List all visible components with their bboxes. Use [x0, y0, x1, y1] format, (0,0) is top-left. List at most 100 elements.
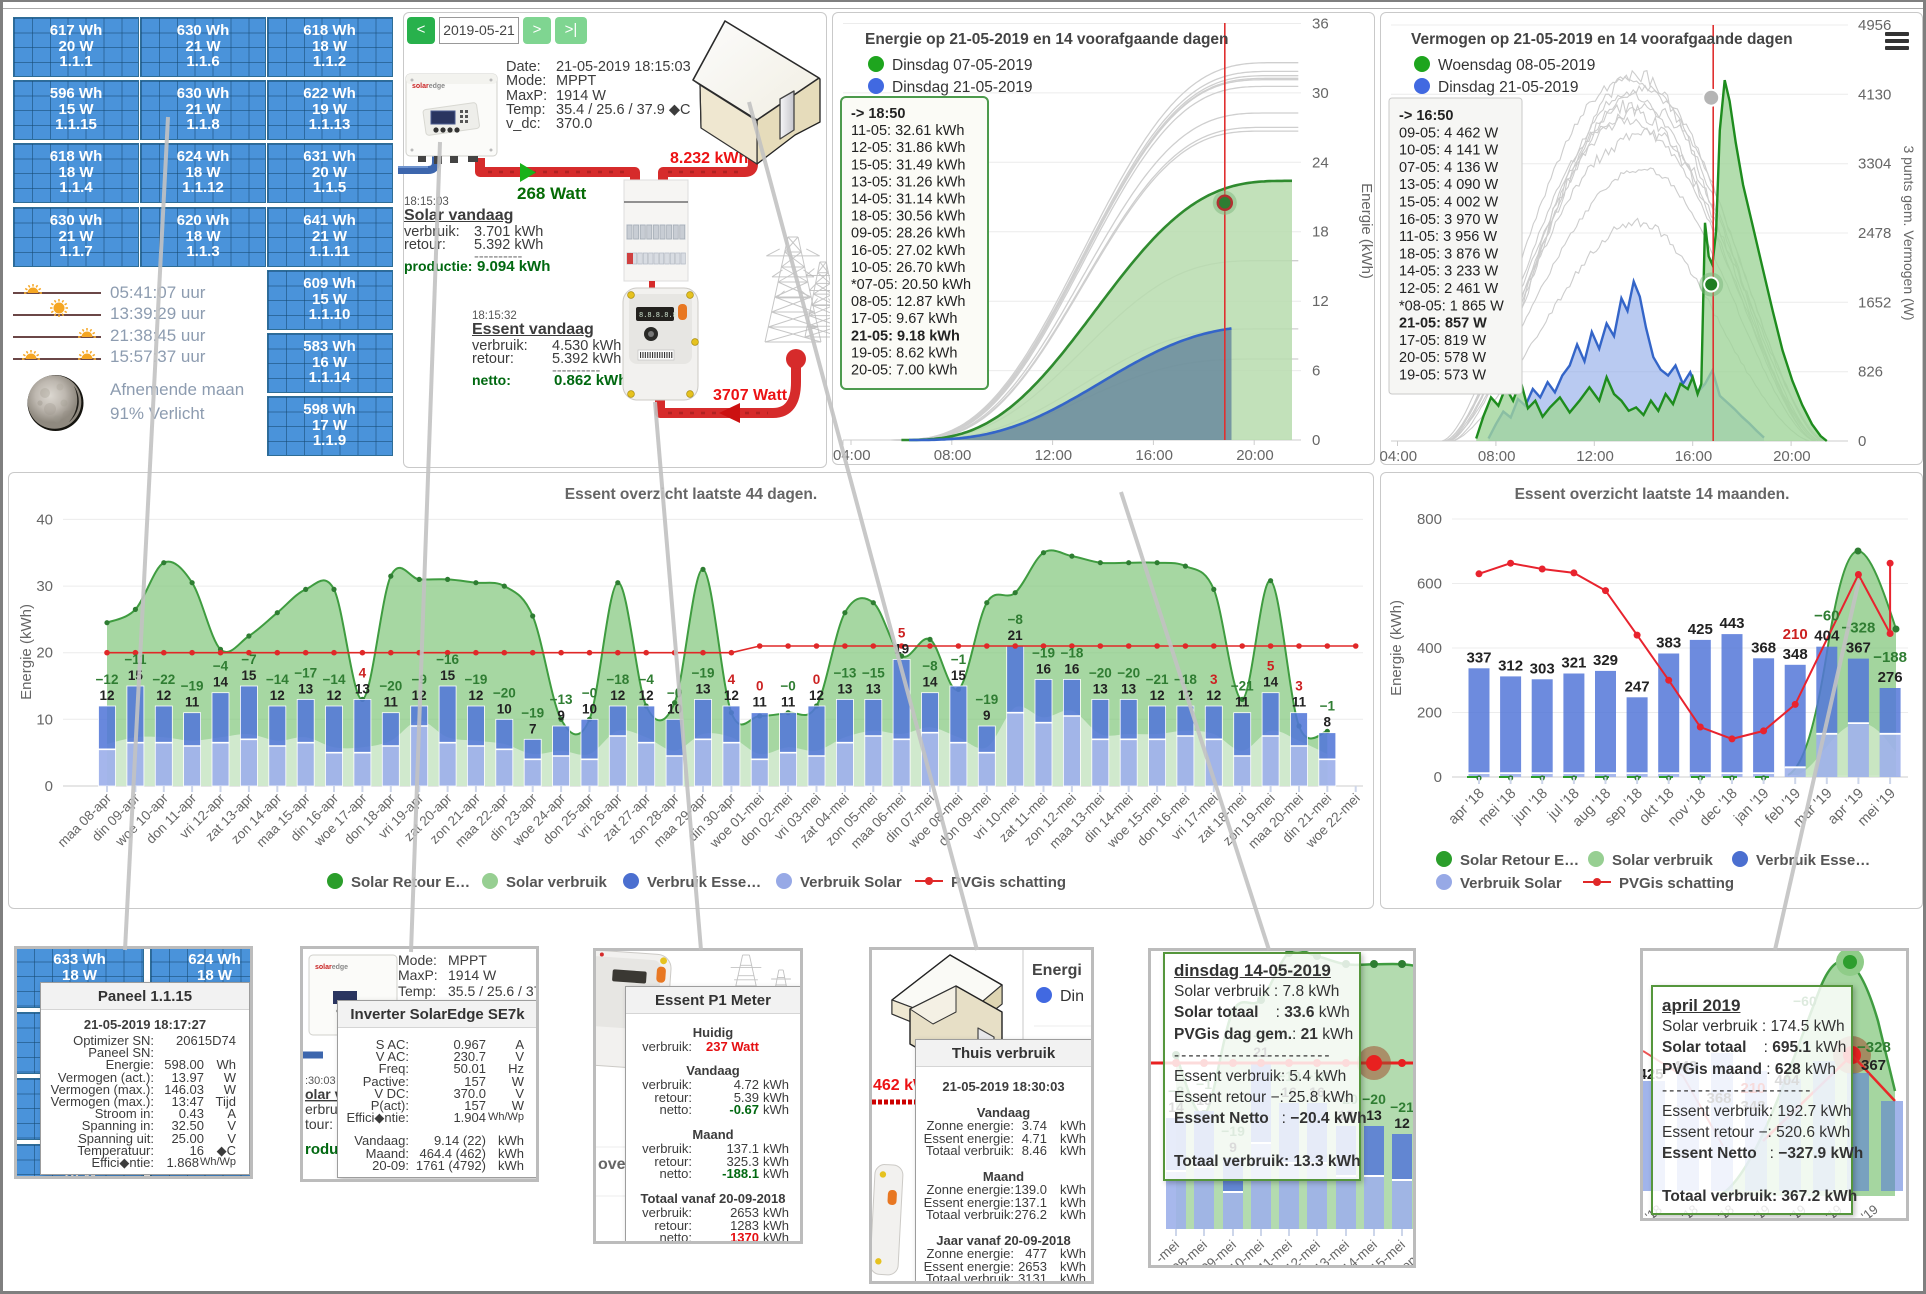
- svg-text:321: 321: [1561, 655, 1586, 672]
- svg-text:19: 19: [894, 641, 909, 656]
- svg-text:07-05: 4 136 W: 07-05: 4 136 W: [1399, 160, 1498, 176]
- svg-text:8: 8: [1324, 715, 1332, 730]
- svg-text:0: 0: [1858, 433, 1866, 450]
- svg-text:210: 210: [1783, 626, 1808, 643]
- svg-text:276: 276: [1878, 669, 1903, 686]
- svg-text:312: 312: [1498, 657, 1523, 674]
- svg-text:12-05: 2 461 W: 12-05: 2 461 W: [1399, 281, 1498, 297]
- svg-text:04:00: 04:00: [833, 447, 871, 464]
- svg-text:15: 15: [440, 668, 456, 683]
- svg-text:Solar Retour E…: Solar Retour E…: [1460, 852, 1579, 869]
- svg-text:11: 11: [1292, 695, 1307, 710]
- svg-text:jun '18: jun '18: [1509, 786, 1551, 828]
- svg-text:−8: −8: [1007, 612, 1023, 627]
- svg-text:21-05: 857 W: 21-05: 857 W: [1399, 316, 1487, 332]
- svg-text:20-05: 578 W: 20-05: 578 W: [1399, 350, 1486, 366]
- svg-text:826: 826: [1858, 364, 1883, 381]
- svg-text:08:00: 08:00: [934, 447, 972, 464]
- svg-text:−0: −0: [582, 685, 597, 700]
- svg-text:16-05: 3 970 W: 16-05: 3 970 W: [1399, 212, 1498, 228]
- svg-text:08-05: 12.87 kWh: 08-05: 12.87 kWh: [851, 294, 965, 310]
- svg-text:12: 12: [412, 688, 427, 703]
- svg-text:4130: 4130: [1858, 86, 1891, 103]
- svg-text:0: 0: [45, 778, 53, 795]
- svg-text:−328: −328: [1842, 620, 1876, 637]
- svg-text:−188: −188: [1873, 649, 1907, 666]
- svg-text:18: 18: [1312, 224, 1329, 241]
- svg-text:Energie (kWh): Energie (kWh): [1388, 600, 1405, 696]
- svg-text:0: 0: [1312, 432, 1320, 449]
- svg-text:−13: −13: [550, 692, 573, 707]
- svg-text:12: 12: [610, 688, 625, 703]
- svg-text:13: 13: [298, 681, 314, 696]
- svg-text:Vermogen op 21-05-2019 en 14 v: Vermogen op 21-05-2019 en 14 voorafgaand…: [1411, 31, 1793, 48]
- svg-text:solaredge: solaredge: [315, 964, 348, 971]
- svg-text:−19: −19: [181, 679, 204, 694]
- svg-text:-> 16:50: -> 16:50: [1399, 108, 1453, 124]
- svg-text:4956: 4956: [1858, 17, 1891, 34]
- svg-text:367: 367: [1846, 640, 1871, 657]
- svg-text:17-05: 819 W: 17-05: 819 W: [1399, 333, 1486, 349]
- svg-text:0: 0: [756, 679, 764, 694]
- svg-text:11: 11: [781, 695, 796, 710]
- svg-text:Verbruik Esse…: Verbruik Esse…: [1756, 852, 1870, 869]
- svg-text:−21: −21: [1146, 672, 1169, 687]
- svg-text:11-05: 32.61 kWh: 11-05: 32.61 kWh: [851, 123, 964, 139]
- svg-text:*07-05: 20.50 kWh: *07-05: 20.50 kWh: [851, 277, 971, 293]
- svg-text:35.5 / 25.6 / 37.9: 35.5 / 25.6 / 37.9: [448, 983, 539, 999]
- svg-text:−20: −20: [1089, 665, 1112, 680]
- svg-text:10-05: 26.70 kWh: 10-05: 26.70 kWh: [851, 260, 965, 276]
- svg-text:16: 16: [1036, 661, 1052, 676]
- svg-text:Dinsdag 21-05-2019: Dinsdag 21-05-2019: [1438, 79, 1578, 96]
- svg-text:−18: −18: [1174, 672, 1197, 687]
- svg-text:Solar Retour E…: Solar Retour E…: [351, 874, 470, 891]
- svg-text:−19: −19: [521, 705, 544, 720]
- svg-text:10: 10: [582, 701, 597, 716]
- svg-text:367: 367: [1861, 1057, 1886, 1074]
- svg-text:−328: −328: [1857, 1039, 1891, 1056]
- svg-text:Dinsdag 07-05-2019: Dinsdag 07-05-2019: [892, 57, 1032, 74]
- svg-text:Solar verbruik: Solar verbruik: [1612, 852, 1714, 869]
- svg-text:−20: −20: [493, 685, 516, 700]
- svg-text:Energie (kWh): Energie (kWh): [18, 604, 35, 700]
- svg-text:30: 30: [1312, 85, 1329, 102]
- svg-text:7: 7: [529, 721, 537, 736]
- svg-text:800: 800: [1417, 511, 1442, 528]
- svg-text:17-05: 9.67 kWh: 17-05: 9.67 kWh: [851, 311, 957, 327]
- svg-text:337: 337: [1466, 649, 1491, 666]
- svg-text:−22: −22: [152, 672, 175, 687]
- svg-text:247: 247: [1625, 678, 1650, 695]
- svg-text:−17: −17: [294, 665, 317, 680]
- svg-text:13: 13: [1093, 681, 1109, 696]
- svg-text:Energi: Energi: [1032, 962, 1082, 979]
- svg-text:−15: −15: [862, 665, 885, 680]
- svg-text:3: 3: [1295, 679, 1303, 694]
- svg-text:−7: −7: [241, 652, 256, 667]
- svg-text:12:00: 12:00: [1035, 447, 1073, 464]
- svg-text:11: 11: [384, 695, 399, 710]
- svg-text:12: 12: [1394, 1115, 1410, 1131]
- svg-text:20: 20: [36, 645, 53, 662]
- svg-text:400: 400: [1417, 640, 1442, 657]
- svg-text:13-05: 4 090 W: 13-05: 4 090 W: [1399, 177, 1498, 193]
- svg-text:20:00: 20:00: [1773, 448, 1811, 465]
- svg-text:12: 12: [724, 688, 739, 703]
- svg-text:PVGis schatting: PVGis schatting: [951, 874, 1066, 891]
- svg-text:Din: Din: [1060, 988, 1084, 1005]
- svg-text:−19: −19: [692, 665, 715, 680]
- svg-text:-> 18:50: -> 18:50: [851, 106, 905, 122]
- svg-text:−4: −4: [638, 672, 654, 687]
- svg-text:13: 13: [1366, 1107, 1382, 1123]
- svg-text:10: 10: [667, 701, 682, 716]
- svg-text:24: 24: [1312, 154, 1329, 171]
- svg-text:0: 0: [813, 672, 821, 687]
- svg-text:−14: −14: [266, 672, 289, 687]
- svg-text:383: 383: [1656, 635, 1681, 652]
- svg-text:−21: −21: [1231, 679, 1254, 694]
- svg-text:443: 443: [1719, 615, 1744, 632]
- svg-text:−60: −60: [1814, 608, 1839, 625]
- svg-text:12: 12: [99, 688, 114, 703]
- svg-text:10: 10: [36, 711, 53, 728]
- svg-text:40: 40: [36, 511, 53, 528]
- svg-text:19-05: 8.62 kWh: 19-05: 8.62 kWh: [851, 345, 957, 361]
